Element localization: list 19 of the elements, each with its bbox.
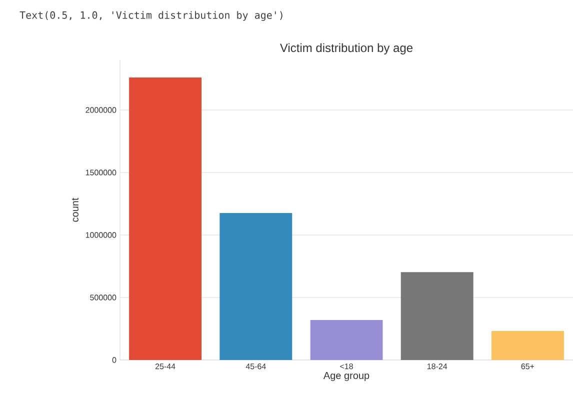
bar	[220, 213, 292, 360]
x-tick-label: 18-24	[427, 364, 448, 370]
x-tick-label: 45-64	[246, 364, 266, 370]
bar	[491, 331, 564, 360]
bar	[129, 78, 202, 360]
x-axis-title: Age group	[323, 372, 370, 382]
y-tick-label: 500000	[90, 294, 116, 300]
text: Text(0.5, 1.0, 'Victim distribution by age')	[20, 11, 282, 21]
x-tick-label: 25-44	[155, 364, 176, 370]
y-tick-label: 0	[112, 357, 116, 363]
bar	[400, 272, 474, 360]
y-tick-label: 1500000	[86, 170, 116, 176]
y-tick-label: 1000000	[86, 232, 116, 238]
chart-title: Victim distribution by age	[280, 43, 413, 54]
x-tick-label: <18	[340, 364, 353, 370]
y-axis-title: count	[72, 198, 78, 222]
bar	[310, 320, 383, 360]
x-tick-label: 65+	[521, 364, 534, 370]
y-tick-label: 2000000	[86, 107, 116, 113]
